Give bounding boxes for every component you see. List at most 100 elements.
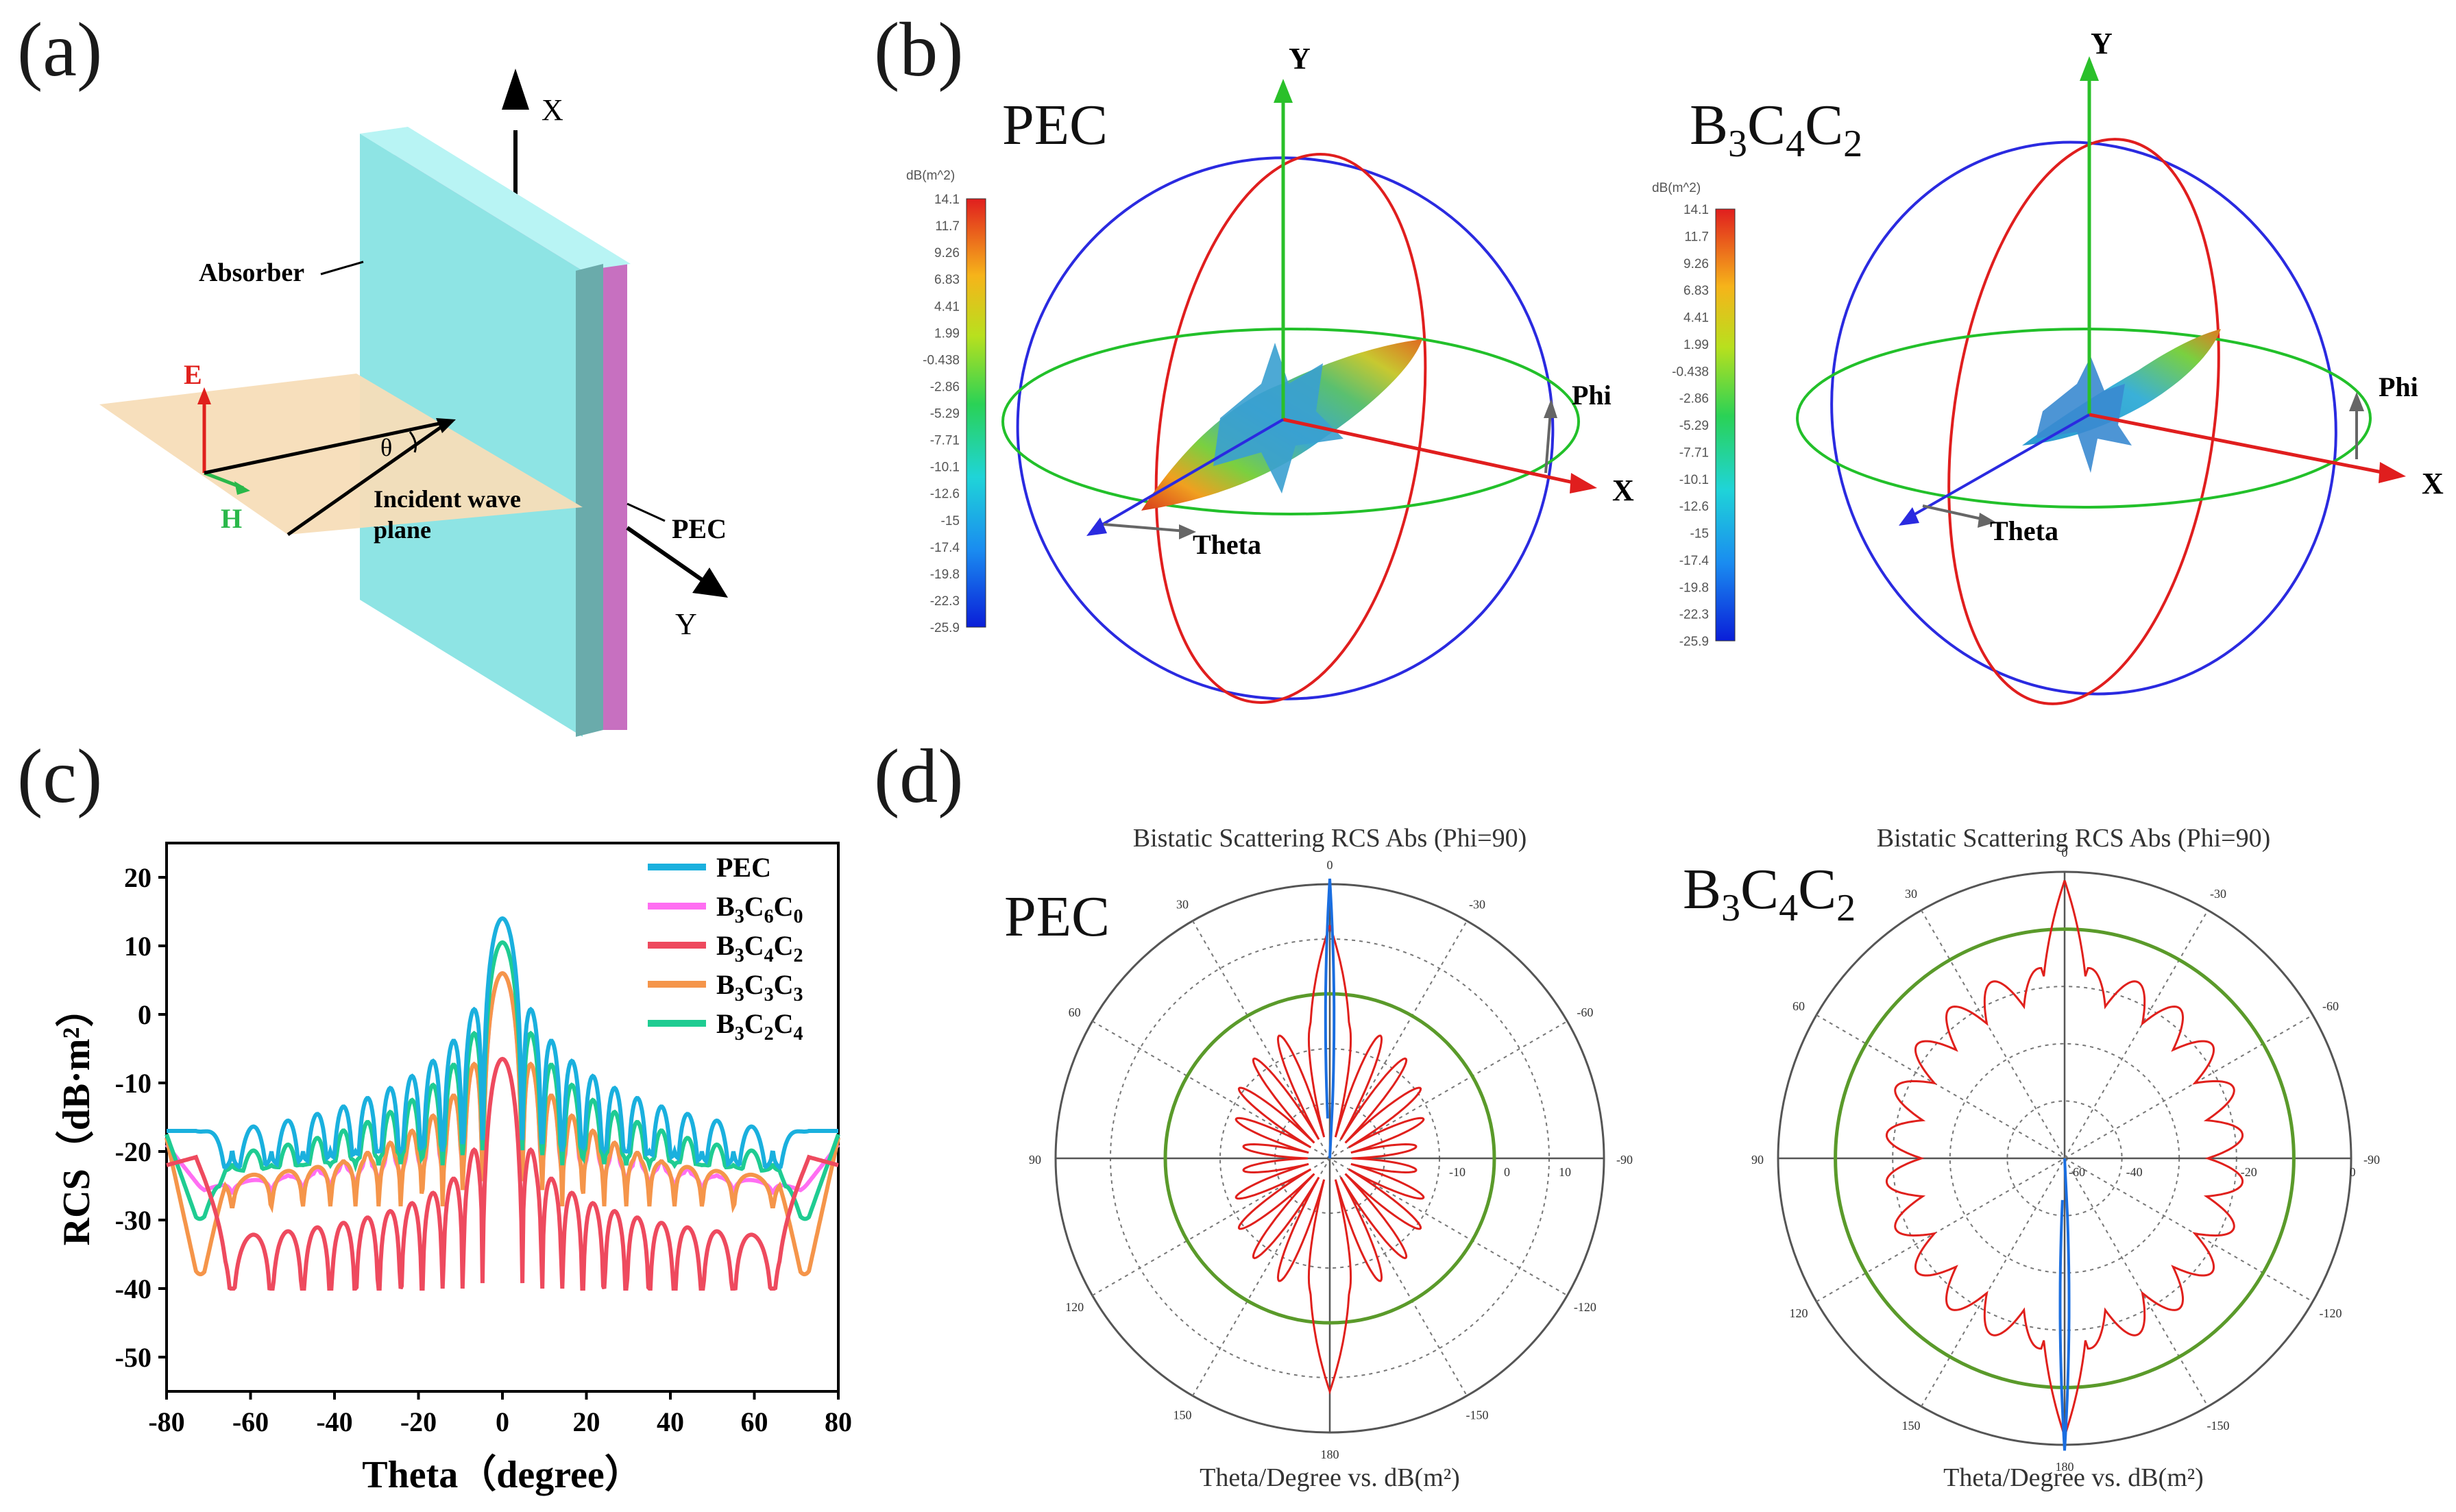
c-xtick-8: 80 <box>825 1406 852 1437</box>
absorber-face <box>360 134 583 737</box>
d-right-radial-2: -20 <box>2241 1165 2257 1179</box>
b-left-colorbar: dB(m^2) 14.1 11.7 9.26 6.83 4.41 1.99 -0.438 -2… <box>906 169 986 635</box>
b-right-3d: Y X Theta Phi <box>1796 27 2444 705</box>
cb-left-tick-13: -17.4 <box>930 541 960 555</box>
d-left-name: PEC <box>1004 885 1110 949</box>
cb-right-tick-7: -2.86 <box>1679 392 1709 406</box>
d-left-angle-0: 0 <box>1327 858 1333 872</box>
d-left-angle--90: -90 <box>1616 1153 1633 1167</box>
cb-left-tick-15: -22.3 <box>930 594 960 609</box>
e-label: E <box>184 359 202 390</box>
panel-b: (b) PEC B3C4C2 <box>874 8 2444 705</box>
absorber-label: Absorber <box>199 258 304 287</box>
d-left-red-curve <box>1235 925 1425 1395</box>
b-right-y-arrow <box>2080 56 2099 81</box>
cb-right-tick-4: 4.41 <box>1683 311 1709 326</box>
b-left-theta-arrow <box>1103 523 1187 533</box>
cb-left-tick-14: -19.8 <box>930 568 960 582</box>
c-ylabel: RCS（dB·m²） <box>55 989 98 1246</box>
c-xlabel: Theta（degree） <box>362 1453 643 1496</box>
pec-layer-side <box>600 264 627 730</box>
e-arrowhead <box>197 387 211 404</box>
normal-ray <box>287 419 450 537</box>
c-xtick-0: -80 <box>148 1406 184 1437</box>
cb-left-tick-4: 4.41 <box>934 300 960 314</box>
d-right-spoke-150 <box>1921 910 2209 1407</box>
d-left-angle-90: 90 <box>1029 1153 1041 1167</box>
b-left-y-label: Y <box>1289 42 1311 75</box>
b-right-blue-ring <box>1830 141 2337 696</box>
cb-right-tick-15: -22.3 <box>1679 608 1709 622</box>
cb-left-unit: dB(m^2) <box>906 169 955 183</box>
c-legend-label-PEC: PEC <box>716 852 771 883</box>
c-xtick-4: 0 <box>496 1406 509 1437</box>
cb-right-tick-5: 1.99 <box>1683 338 1709 352</box>
d-right-name: B3C4C2 <box>1683 857 1856 929</box>
b-right-z-axis <box>1908 413 2090 519</box>
c-ytick-2: 0 <box>138 999 151 1030</box>
theta-label: θ <box>380 434 392 461</box>
c-legend-label-B3C6C0: B3C6C0 <box>716 891 803 927</box>
b-right-x-arrow <box>2379 462 2406 483</box>
c-ytick-4: -20 <box>115 1136 151 1167</box>
cb-left-tick-9: -7.71 <box>930 434 960 448</box>
b-right-title: B3C4C2 <box>1690 93 1862 165</box>
cb-left-tick-1: 11.7 <box>935 219 960 234</box>
d-left-angle--150: -150 <box>1466 1408 1489 1422</box>
d-left-blue-curve <box>1324 878 1336 1159</box>
b-right-x-label: X <box>2422 467 2444 500</box>
b-left-red-ring <box>1154 153 1427 704</box>
c-xtick-1: -60 <box>232 1406 269 1437</box>
ray-arrowhead <box>436 418 456 433</box>
absorber-leader <box>320 260 364 276</box>
cb-right-tick-1: 11.7 <box>1684 230 1709 244</box>
d-left-angle-150: 150 <box>1174 1408 1192 1422</box>
d-right-radial-3: 0 <box>2350 1165 2356 1179</box>
d-right-radial-0: -60 <box>2069 1165 2085 1179</box>
b-right-theta-arrow <box>1922 504 1985 521</box>
cb-right-tick-13: -17.4 <box>1679 554 1710 568</box>
d-right-angle--30: -30 <box>2210 887 2226 901</box>
cb-left-bar <box>966 198 986 628</box>
d-right-radial-1: -40 <box>2126 1165 2143 1179</box>
absorber-top <box>360 127 631 271</box>
cb-left-tick-8: -5.29 <box>930 407 960 422</box>
b-right-phi-head <box>2349 392 2364 411</box>
d-left-angle--120: -120 <box>1574 1300 1596 1314</box>
b-left-theta-label: Theta <box>1193 529 1261 560</box>
d-right-angle-60: 60 <box>1792 999 1805 1013</box>
d-left-radial-0: -10 <box>1449 1165 1466 1179</box>
d-right-title: Bistatic Scattering RCS Abs (Phi=90) <box>1877 824 2271 853</box>
b-right-phi-label: Phi <box>2379 371 2418 402</box>
cb-left-tick-11: -12.6 <box>930 487 960 502</box>
cb-right-unit: dB(m^2) <box>1652 181 1701 195</box>
b-right-x-axis <box>2089 413 2386 475</box>
a-y-arrowhead <box>692 568 728 598</box>
d-right-blue-curve <box>2058 1158 2071 1451</box>
b-right-y-label: Y <box>2091 27 2113 60</box>
panel-a-label: (a) <box>17 8 102 93</box>
panel-d-label: (d) <box>874 734 964 819</box>
b-left-x-axis <box>1282 417 1577 485</box>
cb-right-tick-12: -15 <box>1690 527 1709 541</box>
cb-right-tick-9: -7.71 <box>1679 446 1709 460</box>
b-right-z-arrow <box>1899 507 1919 526</box>
c-xtick-7: 60 <box>741 1406 768 1437</box>
c-xtick-2: -40 <box>316 1406 352 1437</box>
d-left-angle--30: -30 <box>1469 898 1485 912</box>
b-left-x-label: X <box>1612 474 1634 507</box>
panel-c: (c) -80 -60 -40 -20 0 20 40 60 80 20 10 0 -10 -20 -30 -… <box>17 734 852 1496</box>
b-right-green-ring <box>1796 328 2372 509</box>
d-left-angle-60: 60 <box>1069 1005 1081 1019</box>
cb-left-tick-3: 6.83 <box>934 273 960 287</box>
d-left-green-curve <box>1163 992 1496 1325</box>
incident-plane <box>99 374 583 535</box>
c-ytick-0: 20 <box>124 862 151 893</box>
absorber-side <box>576 264 603 737</box>
c-series-line-PEC <box>167 916 838 1170</box>
cb-right-tick-0: 14.1 <box>1683 203 1709 217</box>
d-left-angle--60: -60 <box>1577 1005 1593 1019</box>
c-ytick-1: 10 <box>124 931 151 962</box>
